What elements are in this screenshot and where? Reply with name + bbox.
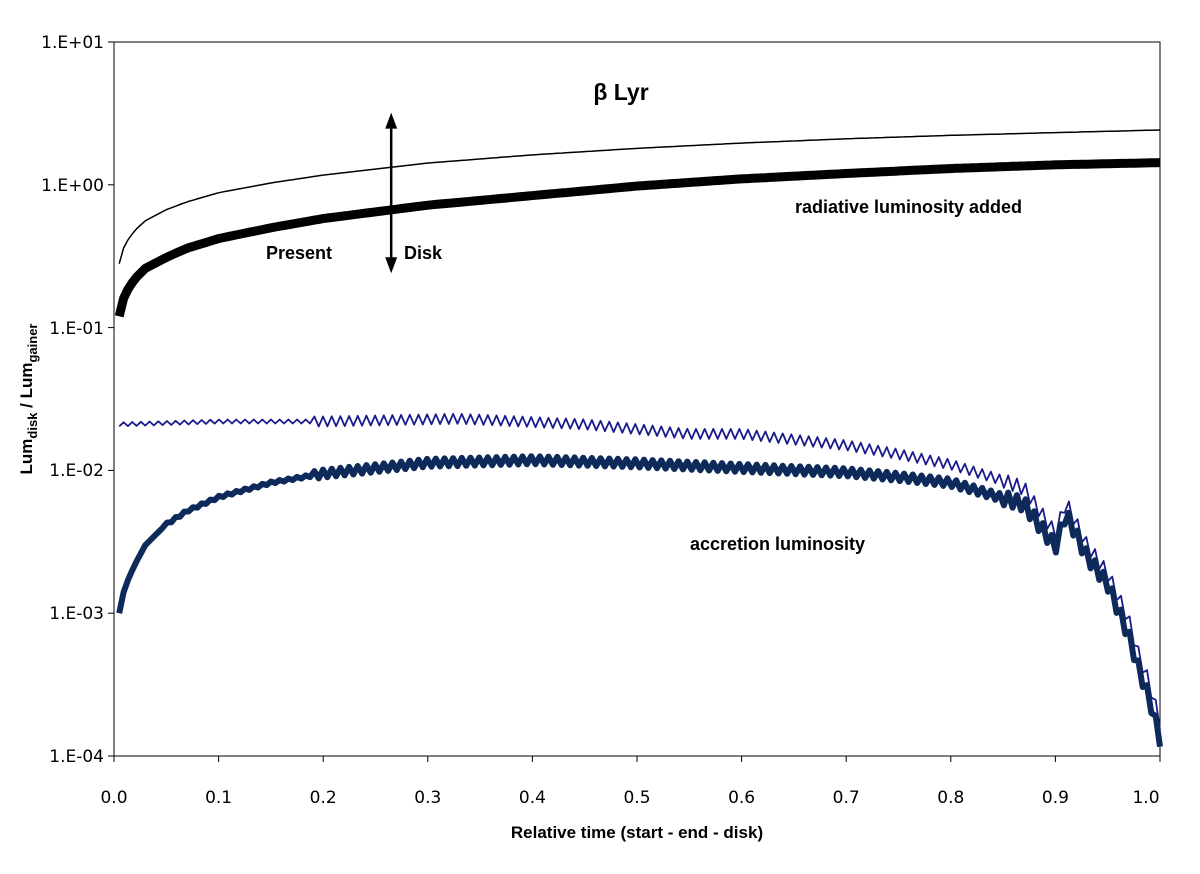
- y-tick-label: 1.E-04: [49, 747, 104, 767]
- x-tick-label: 0.0: [100, 788, 127, 808]
- x-tick-label: 0.2: [310, 788, 337, 808]
- arrow-down-icon: [385, 257, 398, 274]
- y-tick-label: 1.E-02: [49, 461, 104, 481]
- series-line-radiative-upper: [118, 129, 1161, 264]
- x-tick-label: 0.9: [1042, 788, 1069, 808]
- y-axis-title-sub: gainer: [25, 324, 40, 363]
- y-tick-label: 1.E-01: [49, 319, 104, 339]
- arrow-up-icon: [385, 112, 398, 129]
- x-tick-labels: 0.0 0.1 0.2 0.3 0.4 0.5 0.6 0.7 0.8 0.9 …: [100, 788, 1159, 808]
- y-axis-title-sub: disk: [25, 412, 40, 439]
- y-tick-labels: 1.E+01 1.E+00 1.E-01 1.E-02 1.E-03 1.E-0…: [41, 33, 104, 767]
- x-tick-label: 0.4: [519, 788, 546, 808]
- chart-title: β Lyr: [593, 79, 648, 105]
- x-tick-label: 0.6: [728, 788, 755, 808]
- series-group: [114, 129, 1163, 748]
- x-tick-label: 0.3: [414, 788, 441, 808]
- y-tick-label: 1.E+01: [41, 33, 104, 53]
- y-axis-title-part: Lum: [17, 439, 36, 475]
- x-tick-label: 1.0: [1132, 788, 1159, 808]
- y-axis-title-part: / Lum: [17, 363, 36, 413]
- series-line-accretion: [116, 453, 1163, 748]
- x-tick-label: 0.8: [937, 788, 964, 808]
- x-tick-label: 0.7: [833, 788, 860, 808]
- annotation-radiative: radiative luminosity added: [795, 197, 1022, 217]
- annotation-disk: Disk: [404, 243, 443, 263]
- y-tick-label: 1.E-03: [49, 604, 104, 624]
- annotation-present: Present: [266, 243, 332, 263]
- x-tick-label: 0.5: [623, 788, 650, 808]
- x-tick-label: 0.1: [205, 788, 232, 808]
- x-axis-title: Relative time (start - end - disk): [511, 823, 763, 842]
- series-line-accretion-upper: [118, 412, 1161, 731]
- y-tick-label: 1.E+00: [41, 176, 104, 196]
- tick-marks: [108, 41, 1161, 762]
- series-line-radiative: [114, 158, 1161, 318]
- present-disk-arrow: [385, 112, 398, 274]
- y-axis-title: Lumdisk / Lumgainer: [17, 324, 40, 475]
- annotation-accretion: accretion luminosity: [690, 534, 865, 554]
